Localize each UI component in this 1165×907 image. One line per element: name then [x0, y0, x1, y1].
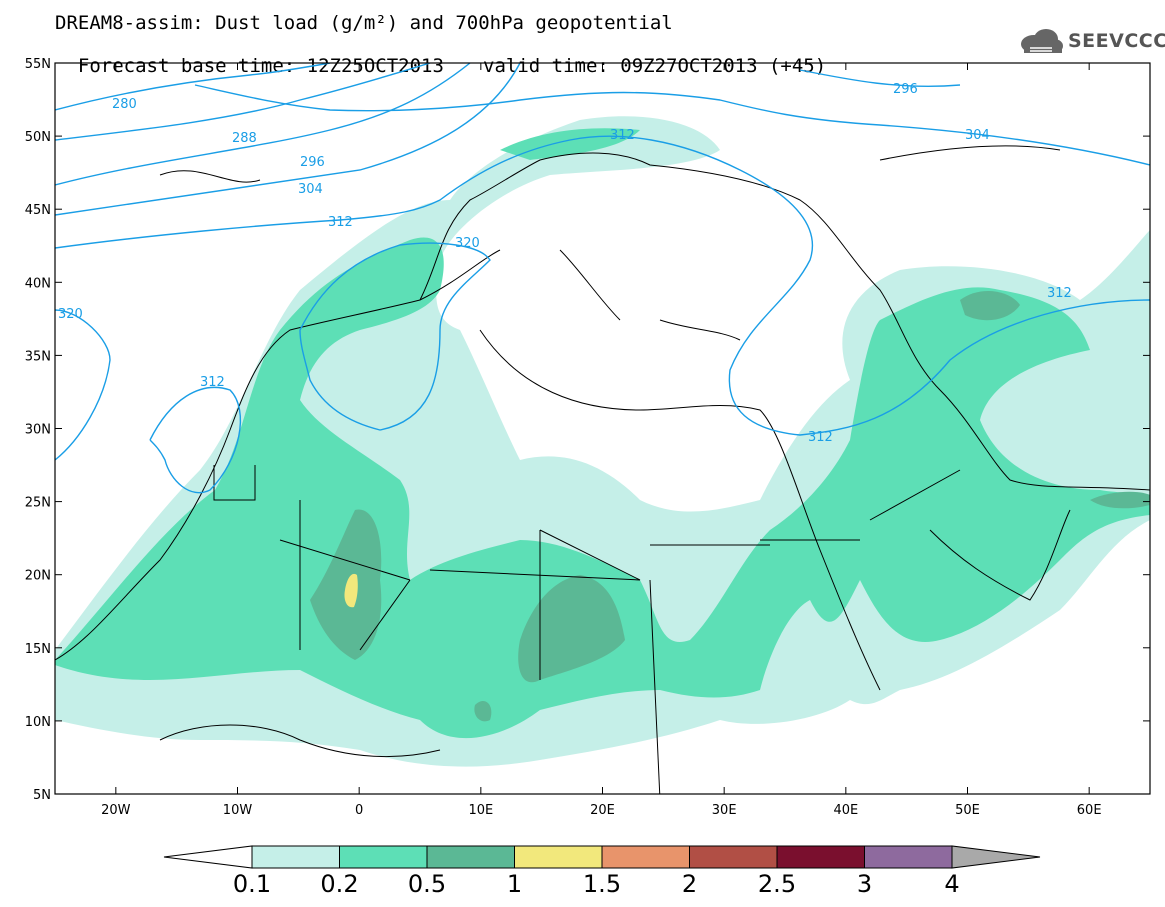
colorbar-label: 1.5	[582, 870, 622, 898]
colorbar-swatch	[339, 845, 428, 869]
contour-label: 312	[328, 215, 353, 230]
colorbar-swatch	[864, 845, 953, 869]
dust-area-high	[310, 509, 382, 660]
lon-label: 20E	[590, 803, 615, 818]
contour-label: 296	[893, 82, 918, 97]
colorbar-label: 0.1	[232, 870, 272, 898]
lon-label: 0	[355, 803, 363, 818]
contour-label: 312	[808, 430, 833, 445]
latitude-axis: 55N 50N 45N 40N 35N 30N 25N 20N 15N 10N 5N	[25, 57, 1150, 803]
lat-label: 10N	[25, 715, 51, 730]
contour-label: 296	[300, 155, 325, 170]
contour-label: 304	[965, 128, 990, 143]
colorbar-label: 4	[944, 870, 960, 898]
lat-label: 5N	[33, 788, 51, 803]
dust-area-peak	[344, 573, 358, 608]
geopotential-contours	[55, 63, 1150, 494]
dust-area-high	[960, 290, 1020, 321]
colorbar-swatch	[776, 845, 865, 869]
dust-area-high	[518, 575, 625, 683]
lon-label: 30E	[712, 803, 737, 818]
colorbar-label: 2.5	[757, 870, 797, 898]
colorbar-over-arrow	[951, 845, 1041, 869]
lon-label: 50E	[955, 803, 980, 818]
lon-label: 10E	[468, 803, 493, 818]
coastlines	[55, 145, 1150, 794]
lat-label: 35N	[25, 349, 51, 364]
colorbar-swatch	[251, 845, 340, 869]
colorbar-swatch	[426, 845, 515, 869]
colorbar-label: 3	[856, 870, 873, 898]
lon-label: 10W	[223, 803, 253, 818]
cloud-icon	[1021, 29, 1063, 53]
contour-labels: 280 288 296 304 312 320 312 320 296 304 …	[58, 82, 1072, 445]
lon-label: 60E	[1077, 803, 1102, 818]
chart-subtitle: Forecast base time: 12Z25OCT2013 valid ti…	[55, 36, 826, 76]
lat-label: 55N	[25, 57, 51, 72]
contour-label: 320	[455, 236, 480, 251]
dust-field	[55, 116, 1150, 767]
lat-label: 20N	[25, 569, 51, 584]
colorbar	[163, 845, 1041, 869]
contour-label: 312	[1047, 286, 1072, 301]
colorbar-label: 0.2	[320, 870, 359, 898]
contour-label: 288	[232, 131, 257, 146]
contour-label: 312	[200, 375, 225, 390]
lat-label: 45N	[25, 203, 51, 218]
contour-label: 320	[58, 307, 83, 322]
lat-label: 50N	[25, 130, 51, 145]
lat-label: 40N	[25, 276, 51, 291]
dust-area-high	[474, 700, 492, 722]
seevccc-logo: SEEVCCC	[1016, 24, 1165, 60]
longitude-axis: 20W 10W 0 10E 20E 30E 40E 50E 60E	[101, 63, 1102, 818]
lon-label: 40E	[833, 803, 858, 818]
chart-title: DREAM8-assim: Dust load (g/m²) and 700hP…	[55, 12, 673, 34]
dust-area-high	[1090, 491, 1150, 509]
colorbar-label: 1	[506, 870, 523, 898]
lat-label: 25N	[25, 496, 51, 511]
colorbar-label: 0.5	[407, 870, 447, 898]
colorbar-swatch	[514, 845, 603, 869]
contour-label: 304	[298, 182, 323, 197]
colorbar-swatch	[601, 845, 690, 869]
lat-label: 30N	[25, 423, 51, 438]
colorbar-under-arrow	[163, 845, 253, 869]
contour-label: 280	[112, 97, 137, 112]
lon-label: 20W	[101, 803, 131, 818]
colorbar-swatch	[689, 845, 778, 869]
colorbar-label: 2	[681, 870, 698, 898]
lat-label: 15N	[25, 642, 51, 657]
contour-label: 312	[610, 128, 635, 143]
logo-text: SEEVCCC	[1068, 30, 1165, 52]
valid-time: valid time: 09Z27OCT2013 (+45)	[483, 55, 827, 77]
